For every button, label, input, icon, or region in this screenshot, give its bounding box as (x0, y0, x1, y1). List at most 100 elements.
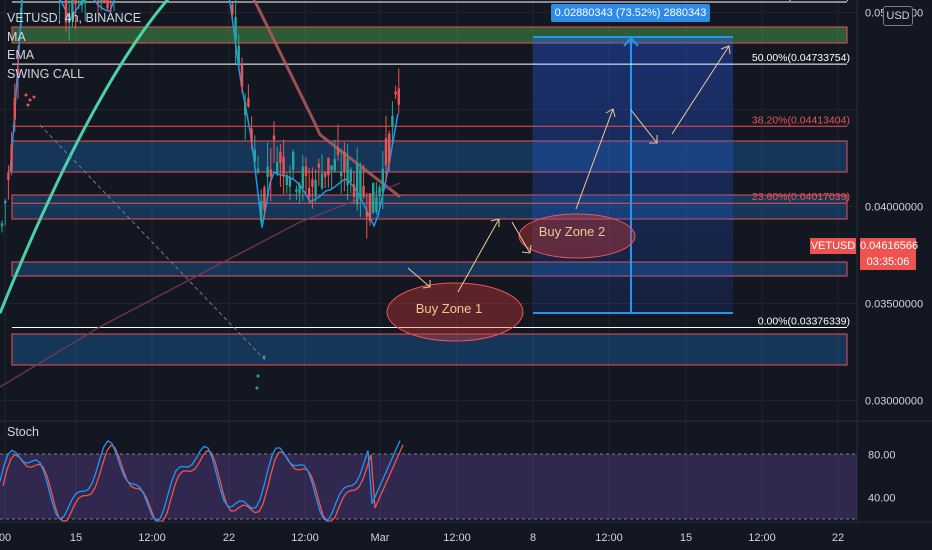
current-price-value: 0.04616566 (860, 240, 919, 252)
candle-body (71, 0, 74, 18)
projection-path-arrows (407, 45, 731, 293)
candle-body (359, 168, 362, 199)
price-tick-label: 0.04000000 (865, 202, 923, 214)
fib-label: 50.00%(0.04733754) (752, 52, 850, 64)
buy-zone-2-label: Buy Zone 2 (539, 224, 606, 239)
time-tick-label: 12:00 (443, 532, 471, 544)
candle-body (10, 144, 13, 170)
time-axis[interactable]: 00 15 12:00 22 12:00 Mar 12:00 8 12:00 15 12:00 22 (0, 532, 844, 544)
fib-label: 38.20%(0.04413404) (752, 114, 850, 126)
candle-body (314, 180, 317, 197)
candle-body (324, 172, 327, 177)
stoch-tick-label: 40.00 (868, 493, 896, 505)
candle-body (368, 193, 372, 222)
price-axis[interactable]: 0.070000000.065000000.060000000.05500000… (865, 0, 923, 408)
swing-dot (32, 95, 36, 99)
projection-box (533, 37, 733, 313)
time-tick-label: 12:00 (291, 532, 319, 544)
symbol-title[interactable]: VETUSD, 4h, BINANCE (7, 11, 142, 25)
swing-dot (256, 374, 260, 378)
candle-body (333, 159, 336, 171)
green-ma-line (0, 0, 170, 314)
candle-body (260, 200, 263, 222)
candle-body (237, 45, 240, 64)
candle-body (327, 158, 330, 176)
time-tick-label: 22 (832, 532, 844, 544)
time-tick-label: 12:00 (748, 532, 776, 544)
candle-body (68, 14, 71, 23)
indicator-swing-call[interactable]: SWING CALL (7, 66, 85, 81)
current-price-box: 0.04616566 03:35:06 (860, 238, 919, 270)
candle-body (340, 172, 343, 177)
swing-dot (262, 355, 266, 359)
price-tick-label: 0.03500000 (865, 299, 923, 311)
buy-zone-2-ellipse (518, 213, 636, 259)
projection-arrowhead (623, 36, 639, 47)
candle-body (96, 0, 100, 1)
candle-body (301, 166, 304, 189)
candle-body (298, 184, 301, 194)
candle-body (253, 149, 256, 162)
candle-body (346, 158, 349, 186)
time-tick-label: 00 (0, 532, 11, 544)
indicator-ema[interactable]: EMA (7, 48, 35, 62)
candle-body (247, 98, 250, 107)
candle-body (16, 68, 20, 75)
candle-body (285, 175, 288, 186)
long-ma-line (0, 182, 401, 388)
swing-dot (28, 98, 32, 102)
time-tick-label: 15 (680, 532, 692, 544)
candle-body (391, 115, 394, 127)
time-tick-label: Mar (371, 532, 390, 544)
candle-body (365, 211, 368, 217)
buy-zone-1-label: Buy Zone 1 (416, 301, 483, 316)
trend-dashed-line (39, 124, 266, 361)
candle-body (381, 168, 384, 192)
candle-body (0, 223, 4, 227)
currency-button[interactable]: USD (883, 6, 913, 26)
candle-body (372, 182, 375, 213)
stoch-k-line (0, 439, 401, 522)
time-tick-label: 12:00 (595, 532, 623, 544)
candle-body (292, 151, 295, 170)
candle-body (349, 169, 352, 182)
candle-body (378, 187, 381, 197)
candle-body (272, 135, 276, 140)
candle-body (256, 168, 260, 172)
candle-body (20, 7, 23, 22)
ema-line (9, 0, 399, 228)
measure-label: 0.02880343 (73.52%) 2880343 (551, 4, 710, 22)
candle-body (308, 187, 311, 197)
candle-body (282, 156, 285, 177)
stoch-axis: 80.00 40.00 (868, 450, 896, 505)
candle-body (388, 133, 391, 164)
candlestick-series (0, 0, 400, 239)
candle-body (64, 0, 68, 23)
candle-body (362, 186, 365, 197)
candle-body (74, 0, 77, 5)
candle-body (269, 169, 272, 177)
stoch-title[interactable]: Stoch (7, 425, 39, 439)
candle-body (311, 179, 314, 187)
chart-legend: VETUSD, 4h, BINANCE MA EMA SWING CALL (7, 9, 141, 83)
time-tick-label: 15 (70, 532, 82, 544)
candle-body (320, 173, 324, 189)
candle-body (352, 184, 356, 197)
candle-body (336, 147, 340, 155)
indicator-ma[interactable]: MA (7, 29, 26, 44)
candle-body (234, 17, 237, 41)
swing-dot (26, 103, 30, 107)
candle-body (266, 166, 269, 177)
swing-dot (255, 386, 259, 390)
candle-body (244, 102, 247, 116)
candle-body (343, 152, 346, 172)
stoch-tick-label: 80.00 (868, 450, 896, 462)
candle-body (317, 163, 320, 168)
fib-label: 23.60%(0.04017039) (752, 191, 850, 203)
candle-body (103, 0, 106, 4)
candle-body (375, 197, 378, 212)
fib-label: 61.80%(0.05054104) (752, 0, 850, 2)
candle-body (279, 151, 282, 163)
candle-body (13, 97, 16, 120)
